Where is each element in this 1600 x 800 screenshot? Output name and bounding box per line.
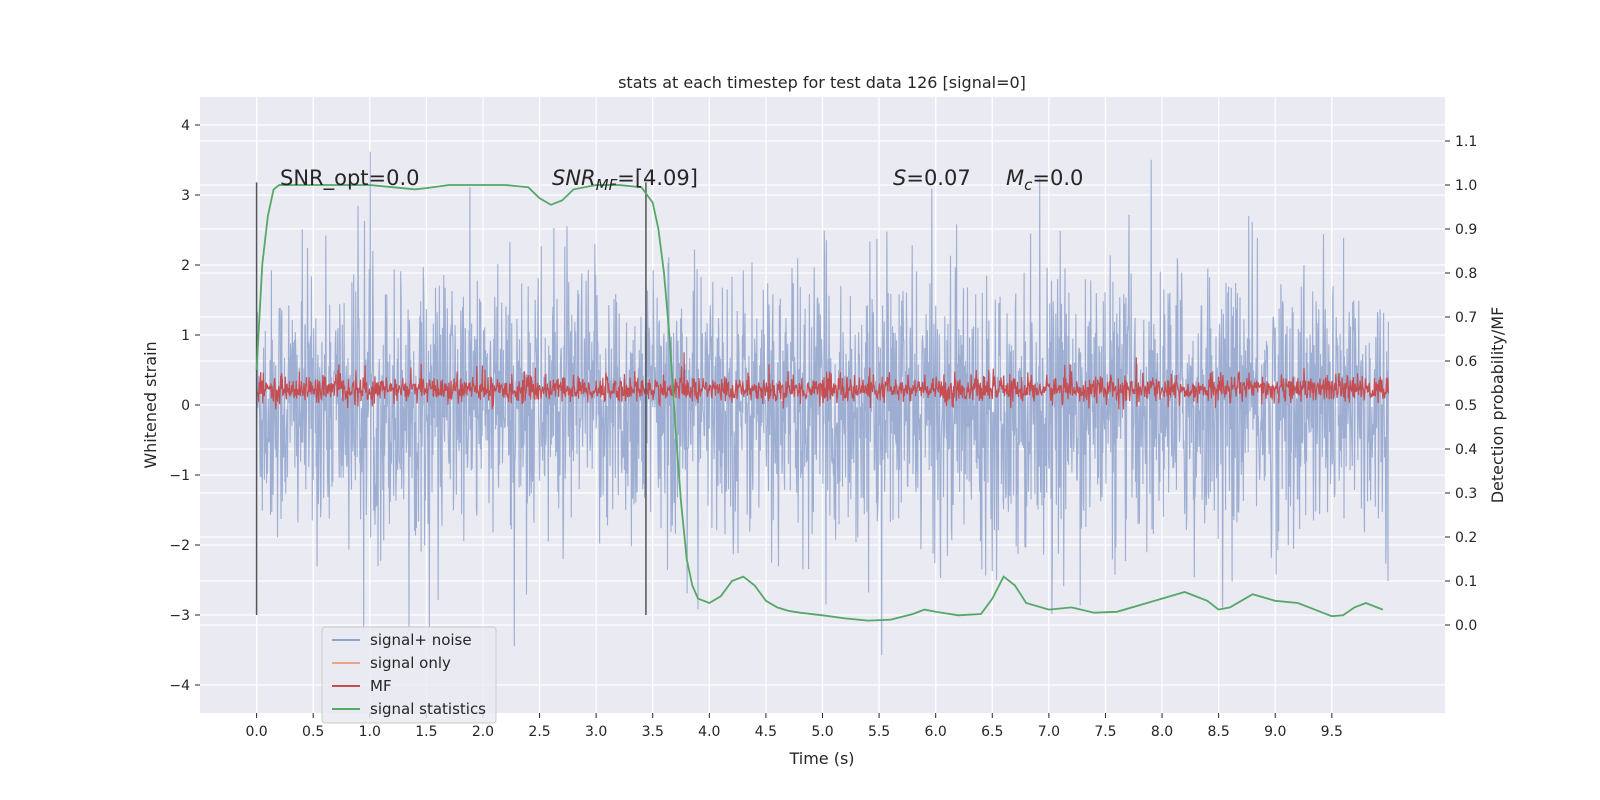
x-tick-label-18: 9.0 [1264,724,1286,740]
annotation-snr-mf: SNRMF=[4.09] [552,166,698,194]
x-tick-label-12: 6.0 [925,724,947,740]
x-tick-label-11: 5.5 [868,724,890,740]
x-tick-label-8: 4.0 [698,724,720,740]
series-mf [256,352,1389,410]
legend-box [321,626,497,724]
y-left-tick-label-2: 2 [181,258,190,274]
x-tick-label-9: 4.5 [755,724,777,740]
y-left-axis-ticks: 4 3 2 1 0 −1 −2 −3 −4 [169,118,200,694]
y-left-tick-label-5: −1 [169,468,190,484]
legend-label-mf: MF [370,677,392,695]
y-left-tick-label-0: 4 [181,118,190,134]
x-tick-label-10: 5.0 [811,724,833,740]
annotation-snr-mf-symbol: SNR [552,166,596,190]
y-right-tick-label-0: 1.1 [1455,134,1477,150]
y-right-tick-label-8: 0.3 [1455,486,1477,502]
annotation-snr-mf-value: =[4.09] [617,166,698,190]
chart-title: stats at each timestep for test data 126… [618,73,1026,92]
x-tick-label-3: 1.5 [415,724,437,740]
legend-label-signal-only: signal only [370,654,451,672]
x-tick-label-16: 8.0 [1151,724,1173,740]
y-right-tick-label-7: 0.4 [1455,442,1477,458]
legend: signal+ noise signal only MF signal stat… [321,626,497,724]
x-axis-label: Time (s) [788,749,854,768]
x-tick-label-15: 7.5 [1094,724,1116,740]
x-tick-label-1: 0.5 [302,724,324,740]
series-mf-line [256,352,1389,410]
vertical-lines [255,182,647,615]
x-axis-ticks: 0.0 0.5 1.0 1.5 2.0 2.5 3.0 3.5 4.0 4.5 5.0 5.5 6.0 6… [245,713,1343,740]
x-tick-label-0: 0.0 [245,724,267,740]
x-tick-label-4: 2.0 [472,724,494,740]
y-right-tick-label-6: 0.5 [1455,398,1477,414]
x-tick-label-14: 7.0 [1038,724,1060,740]
x-tick-label-13: 6.5 [981,724,1003,740]
y-left-tick-label-7: −3 [169,608,190,624]
legend-label-signal-statistics: signal statistics [370,700,486,718]
annotation-mc-value: =0.0 [1032,166,1083,190]
x-tick-label-17: 8.5 [1208,724,1230,740]
y-left-tick-label-1: 3 [181,188,190,204]
legend-label-signal-noise: signal+ noise [370,631,472,649]
y-right-tick-label-5: 0.6 [1455,354,1477,370]
annotation-s-value: =0.07 [906,166,970,190]
x-tick-label-7: 3.5 [642,724,664,740]
annotation-s: S=0.07 [893,166,971,190]
y-right-tick-label-1: 1.0 [1455,178,1477,194]
y-left-tick-label-8: −4 [169,678,190,694]
x-tick-label-5: 2.5 [528,724,550,740]
y-left-tick-label-6: −2 [169,538,190,554]
annotation-snr-mf-subscript: MF [596,176,618,194]
y-left-axis-label: Whitened strain [141,341,160,468]
y-right-tick-label-4: 0.7 [1455,310,1477,326]
annotation-s-symbol: S [893,166,906,190]
annotation-mc-subscript: c [1024,176,1033,194]
y-right-tick-label-11: 0.0 [1455,618,1477,634]
y-left-tick-label-3: 1 [181,328,190,344]
annotation-mc: Mc=0.0 [1006,166,1083,194]
y-right-tick-label-10: 0.1 [1455,574,1477,590]
x-tick-label-19: 9.5 [1321,724,1343,740]
x-tick-label-2: 1.0 [359,724,381,740]
x-tick-label-6: 3.0 [585,724,607,740]
y-right-axis-label: Detection probability/MF [1488,307,1507,504]
y-right-axis-ticks: 1.1 1.0 0.9 0.8 0.7 0.6 0.5 0.4 0.3 0.2 0.1 0.0 [1445,134,1477,634]
annotation-mc-symbol: M [1006,166,1024,190]
y-right-tick-label-3: 0.8 [1455,266,1477,282]
annotation-snr-opt: SNR_opt=0.0 [280,166,420,191]
y-right-tick-label-9: 0.2 [1455,530,1477,546]
y-left-tick-label-4: 0 [181,398,190,414]
series-signal-statistics-line [255,184,1384,622]
y-right-tick-label-2: 0.9 [1455,222,1477,238]
